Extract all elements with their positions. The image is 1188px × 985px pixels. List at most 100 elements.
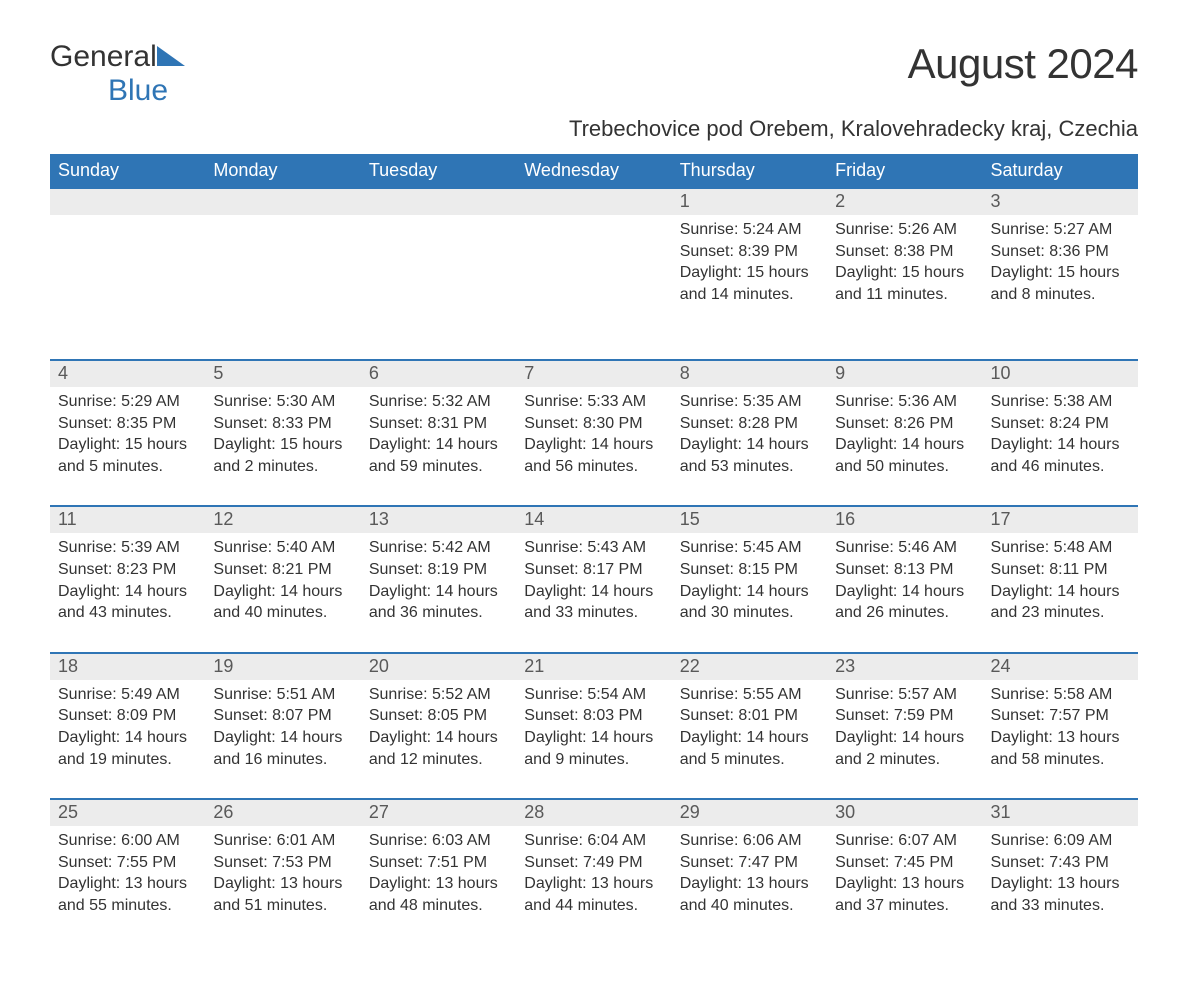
sunrise-line: Sunrise: 5:51 AM	[213, 684, 352, 706]
calendar-day-cell	[205, 215, 360, 360]
day-number: 22	[672, 654, 827, 680]
day-content: Sunrise: 6:07 AMSunset: 7:45 PMDaylight:…	[827, 826, 982, 944]
sunrise-line: Sunrise: 5:49 AM	[58, 684, 197, 706]
day-number: 5	[205, 361, 360, 387]
calendar-daynum-cell: 8	[672, 360, 827, 387]
day-number	[516, 189, 671, 215]
day-number: 2	[827, 189, 982, 215]
sunrise-line: Sunrise: 5:45 AM	[680, 537, 819, 559]
sunrise-line: Sunrise: 5:24 AM	[680, 219, 819, 241]
sunset-line: Sunset: 8:28 PM	[680, 413, 819, 435]
day-number: 21	[516, 654, 671, 680]
sunset-line: Sunset: 7:43 PM	[991, 852, 1130, 874]
calendar-daynum-cell: 24	[983, 653, 1138, 680]
daylight-line: Daylight: 14 hours and 33 minutes.	[524, 581, 663, 624]
calendar-day-cell: Sunrise: 6:09 AMSunset: 7:43 PMDaylight:…	[983, 826, 1138, 944]
day-number: 9	[827, 361, 982, 387]
calendar-day-cell: Sunrise: 5:46 AMSunset: 8:13 PMDaylight:…	[827, 533, 982, 652]
sunset-line: Sunset: 8:33 PM	[213, 413, 352, 435]
day-content	[516, 215, 671, 359]
sunset-line: Sunset: 7:49 PM	[524, 852, 663, 874]
daylight-line: Daylight: 13 hours and 37 minutes.	[835, 873, 974, 916]
sunrise-line: Sunrise: 6:07 AM	[835, 830, 974, 852]
day-number: 17	[983, 507, 1138, 533]
daylight-line: Daylight: 14 hours and 16 minutes.	[213, 727, 352, 770]
day-content: Sunrise: 5:27 AMSunset: 8:36 PMDaylight:…	[983, 215, 1138, 333]
calendar-day-cell: Sunrise: 5:52 AMSunset: 8:05 PMDaylight:…	[361, 680, 516, 799]
day-content: Sunrise: 5:42 AMSunset: 8:19 PMDaylight:…	[361, 533, 516, 651]
day-content: Sunrise: 5:30 AMSunset: 8:33 PMDaylight:…	[205, 387, 360, 505]
sunrise-line: Sunrise: 5:38 AM	[991, 391, 1130, 413]
calendar-week-content-row: Sunrise: 5:29 AMSunset: 8:35 PMDaylight:…	[50, 387, 1138, 506]
calendar-day-cell: Sunrise: 5:29 AMSunset: 8:35 PMDaylight:…	[50, 387, 205, 506]
day-content: Sunrise: 5:35 AMSunset: 8:28 PMDaylight:…	[672, 387, 827, 505]
daylight-line: Daylight: 14 hours and 40 minutes.	[213, 581, 352, 624]
day-number: 20	[361, 654, 516, 680]
sunrise-line: Sunrise: 6:01 AM	[213, 830, 352, 852]
calendar-header-cell: Thursday	[672, 154, 827, 188]
calendar-daynum-cell: 7	[516, 360, 671, 387]
calendar-daynum-cell: 22	[672, 653, 827, 680]
calendar-week-daynum-row: 11121314151617	[50, 506, 1138, 533]
sunrise-line: Sunrise: 5:58 AM	[991, 684, 1130, 706]
day-number: 8	[672, 361, 827, 387]
calendar-daynum-cell: 31	[983, 799, 1138, 826]
daylight-line: Daylight: 14 hours and 36 minutes.	[369, 581, 508, 624]
day-number: 18	[50, 654, 205, 680]
calendar-week-daynum-row: 18192021222324	[50, 653, 1138, 680]
calendar-daynum-cell: 23	[827, 653, 982, 680]
sunrise-line: Sunrise: 5:46 AM	[835, 537, 974, 559]
calendar-day-cell: Sunrise: 5:38 AMSunset: 8:24 PMDaylight:…	[983, 387, 1138, 506]
day-content: Sunrise: 5:51 AMSunset: 8:07 PMDaylight:…	[205, 680, 360, 798]
calendar-day-cell: Sunrise: 5:48 AMSunset: 8:11 PMDaylight:…	[983, 533, 1138, 652]
calendar-daynum-cell: 18	[50, 653, 205, 680]
calendar-daynum-cell: 2	[827, 188, 982, 215]
calendar-day-cell: Sunrise: 5:43 AMSunset: 8:17 PMDaylight:…	[516, 533, 671, 652]
calendar-week-content-row: Sunrise: 6:00 AMSunset: 7:55 PMDaylight:…	[50, 826, 1138, 944]
sunrise-line: Sunrise: 5:57 AM	[835, 684, 974, 706]
calendar-day-cell: Sunrise: 5:35 AMSunset: 8:28 PMDaylight:…	[672, 387, 827, 506]
sunset-line: Sunset: 7:47 PM	[680, 852, 819, 874]
page-subtitle: Trebechovice pod Orebem, Kralovehradecky…	[50, 116, 1138, 142]
calendar-daynum-cell: 1	[672, 188, 827, 215]
calendar-daynum-cell	[205, 188, 360, 215]
calendar-header-cell: Friday	[827, 154, 982, 188]
day-content: Sunrise: 5:39 AMSunset: 8:23 PMDaylight:…	[50, 533, 205, 651]
day-number: 30	[827, 800, 982, 826]
logo-word-2: Blue	[108, 74, 168, 107]
daylight-line: Daylight: 14 hours and 2 minutes.	[835, 727, 974, 770]
sunset-line: Sunset: 8:23 PM	[58, 559, 197, 581]
sunrise-line: Sunrise: 5:40 AM	[213, 537, 352, 559]
sunrise-line: Sunrise: 5:33 AM	[524, 391, 663, 413]
calendar-daynum-cell: 30	[827, 799, 982, 826]
calendar-week-content-row: Sunrise: 5:49 AMSunset: 8:09 PMDaylight:…	[50, 680, 1138, 799]
day-content	[205, 215, 360, 359]
daylight-line: Daylight: 14 hours and 30 minutes.	[680, 581, 819, 624]
calendar-day-cell: Sunrise: 5:49 AMSunset: 8:09 PMDaylight:…	[50, 680, 205, 799]
day-content: Sunrise: 5:36 AMSunset: 8:26 PMDaylight:…	[827, 387, 982, 505]
calendar-header-cell: Saturday	[983, 154, 1138, 188]
daylight-line: Daylight: 13 hours and 58 minutes.	[991, 727, 1130, 770]
daylight-line: Daylight: 14 hours and 12 minutes.	[369, 727, 508, 770]
calendar-daynum-cell: 29	[672, 799, 827, 826]
calendar-header-cell: Monday	[205, 154, 360, 188]
day-content: Sunrise: 6:03 AMSunset: 7:51 PMDaylight:…	[361, 826, 516, 944]
calendar-day-cell: Sunrise: 6:07 AMSunset: 7:45 PMDaylight:…	[827, 826, 982, 944]
daylight-line: Daylight: 13 hours and 40 minutes.	[680, 873, 819, 916]
day-content: Sunrise: 5:32 AMSunset: 8:31 PMDaylight:…	[361, 387, 516, 505]
sunset-line: Sunset: 7:57 PM	[991, 705, 1130, 727]
calendar-daynum-cell: 28	[516, 799, 671, 826]
day-number	[50, 189, 205, 215]
day-number: 12	[205, 507, 360, 533]
sunrise-line: Sunrise: 5:29 AM	[58, 391, 197, 413]
sunset-line: Sunset: 8:19 PM	[369, 559, 508, 581]
calendar-day-cell: Sunrise: 5:27 AMSunset: 8:36 PMDaylight:…	[983, 215, 1138, 360]
calendar-day-cell: Sunrise: 6:00 AMSunset: 7:55 PMDaylight:…	[50, 826, 205, 944]
day-number: 29	[672, 800, 827, 826]
daylight-line: Daylight: 14 hours and 23 minutes.	[991, 581, 1130, 624]
day-content: Sunrise: 6:09 AMSunset: 7:43 PMDaylight:…	[983, 826, 1138, 944]
calendar-daynum-cell: 20	[361, 653, 516, 680]
sunset-line: Sunset: 8:13 PM	[835, 559, 974, 581]
sunset-line: Sunset: 7:55 PM	[58, 852, 197, 874]
calendar-day-cell: Sunrise: 5:42 AMSunset: 8:19 PMDaylight:…	[361, 533, 516, 652]
